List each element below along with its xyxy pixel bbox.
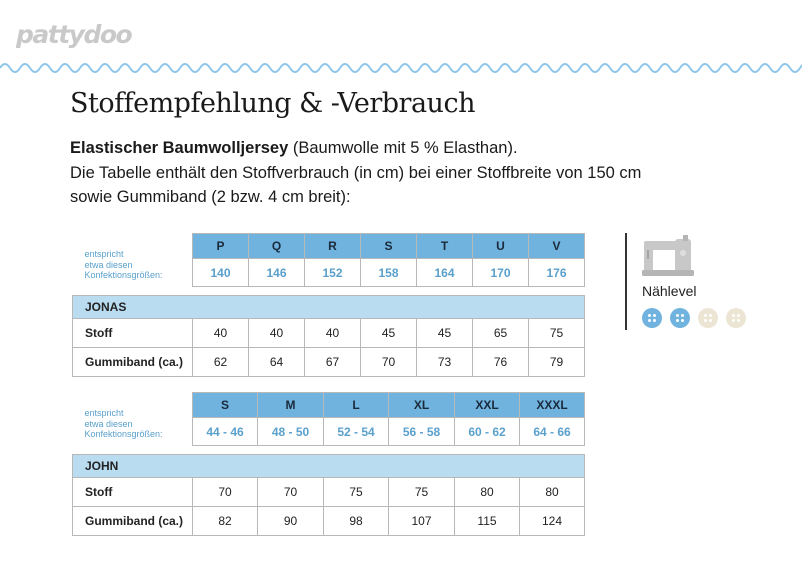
sew-level-button-filled — [670, 308, 690, 328]
row-label: Gummiband (ca.) — [72, 347, 193, 377]
size-header: U — [472, 233, 529, 259]
table-row: Stoff 70 70 75 75 80 80 — [72, 477, 585, 507]
sew-level-rating — [642, 308, 746, 328]
size-header: L — [323, 392, 389, 418]
conf-size: 52 - 54 — [323, 417, 389, 446]
size-header: T — [416, 233, 473, 259]
table-cell: 73 — [416, 347, 473, 377]
size-header: S — [192, 392, 258, 418]
table-cell: 40 — [248, 318, 305, 348]
table-cell: 75 — [323, 477, 389, 507]
pattern-name: JONAS — [72, 295, 585, 319]
table-row: Gummiband (ca.) 62 64 67 70 73 76 79 — [72, 347, 585, 377]
wave-divider — [0, 63, 802, 73]
table-cell: 70 — [257, 477, 324, 507]
size-header: S — [360, 233, 417, 259]
conf-label: entspricht etwa diesen Konfektionsgrößen: — [84, 249, 163, 280]
table-cell: 64 — [248, 347, 305, 377]
size-header: M — [257, 392, 324, 418]
size-table-john: entspricht etwa diesen Konfektionsgrößen: … — [72, 392, 585, 536]
sew-level-button-empty — [726, 308, 746, 328]
row-label: Stoff — [72, 318, 193, 348]
intro-line-2: Die Tabelle enthält den Stoffverbrauch (… — [70, 163, 642, 182]
conf-size: 146 — [248, 258, 305, 287]
table-cell: 65 — [472, 318, 529, 348]
conf-size: 44 - 46 — [192, 417, 258, 446]
sew-level-divider — [625, 233, 627, 330]
size-header: XXXL — [519, 392, 585, 418]
conf-size: 60 - 62 — [454, 417, 520, 446]
size-header: V — [528, 233, 585, 259]
table-cell: 40 — [192, 318, 249, 348]
intro-text: Elastischer Baumwolljersey (Baumwolle mi… — [70, 136, 641, 210]
table-cell: 90 — [257, 506, 324, 536]
row-label: Stoff — [72, 477, 193, 507]
sew-level-button-empty — [698, 308, 718, 328]
size-header: XL — [388, 392, 455, 418]
brand-logo: pattydoo — [16, 20, 133, 49]
table-cell: 80 — [454, 477, 520, 507]
conf-size: 56 - 58 — [388, 417, 455, 446]
conf-size: 158 — [360, 258, 417, 287]
conf-size: 164 — [416, 258, 473, 287]
table-cell: 67 — [304, 347, 361, 377]
table-cell: 75 — [528, 318, 585, 348]
conf-size: 48 - 50 — [257, 417, 324, 446]
table-cell: 82 — [192, 506, 258, 536]
intro-line-3: sowie Gummiband (2 bzw. 4 cm breit): — [70, 188, 351, 206]
conf-size: 170 — [472, 258, 529, 287]
table-cell: 40 — [304, 318, 361, 348]
size-table-jonas: entspricht etwa diesen Konfektionsgrößen: … — [72, 233, 585, 377]
table-cell: 107 — [388, 506, 455, 536]
table-cell: 45 — [416, 318, 473, 348]
fabric-name: Elastischer Baumwolljersey — [70, 139, 289, 157]
size-header: P — [192, 233, 249, 259]
table-cell: 62 — [192, 347, 249, 377]
table-cell: 70 — [192, 477, 258, 507]
size-header: XXL — [454, 392, 520, 418]
table-row: Stoff 40 40 40 45 45 65 75 — [72, 318, 585, 348]
table-cell: 75 — [388, 477, 455, 507]
table-cell: 124 — [519, 506, 585, 536]
sew-level-label: Nählevel — [642, 283, 697, 299]
table-cell: 76 — [472, 347, 529, 377]
table-cell: 45 — [360, 318, 417, 348]
conf-label: entspricht etwa diesen Konfektionsgrößen: — [84, 408, 163, 439]
page-title: Stoffempfehlung & -Verbrauch — [70, 88, 475, 119]
pattern-name: JOHN — [72, 454, 585, 478]
fabric-detail: (Baumwolle mit 5 % Elasthan). — [288, 139, 518, 157]
table-cell: 80 — [519, 477, 585, 507]
conf-size: 152 — [304, 258, 361, 287]
sew-level-button-filled — [642, 308, 662, 328]
table-cell: 98 — [323, 506, 389, 536]
row-label: Gummiband (ca.) — [72, 506, 193, 536]
size-header: R — [304, 233, 361, 259]
table-cell: 115 — [454, 506, 520, 536]
table-row: Gummiband (ca.) 82 90 98 107 115 124 — [72, 506, 585, 536]
table-cell: 79 — [528, 347, 585, 377]
table-cell: 70 — [360, 347, 417, 377]
conf-size: 140 — [192, 258, 249, 287]
sewing-machine-icon — [642, 235, 694, 276]
size-header: Q — [248, 233, 305, 259]
conf-size: 64 - 66 — [519, 417, 585, 446]
conf-size: 176 — [528, 258, 585, 287]
intro-line-1: Elastischer Baumwolljersey (Baumwolle mi… — [70, 136, 641, 161]
